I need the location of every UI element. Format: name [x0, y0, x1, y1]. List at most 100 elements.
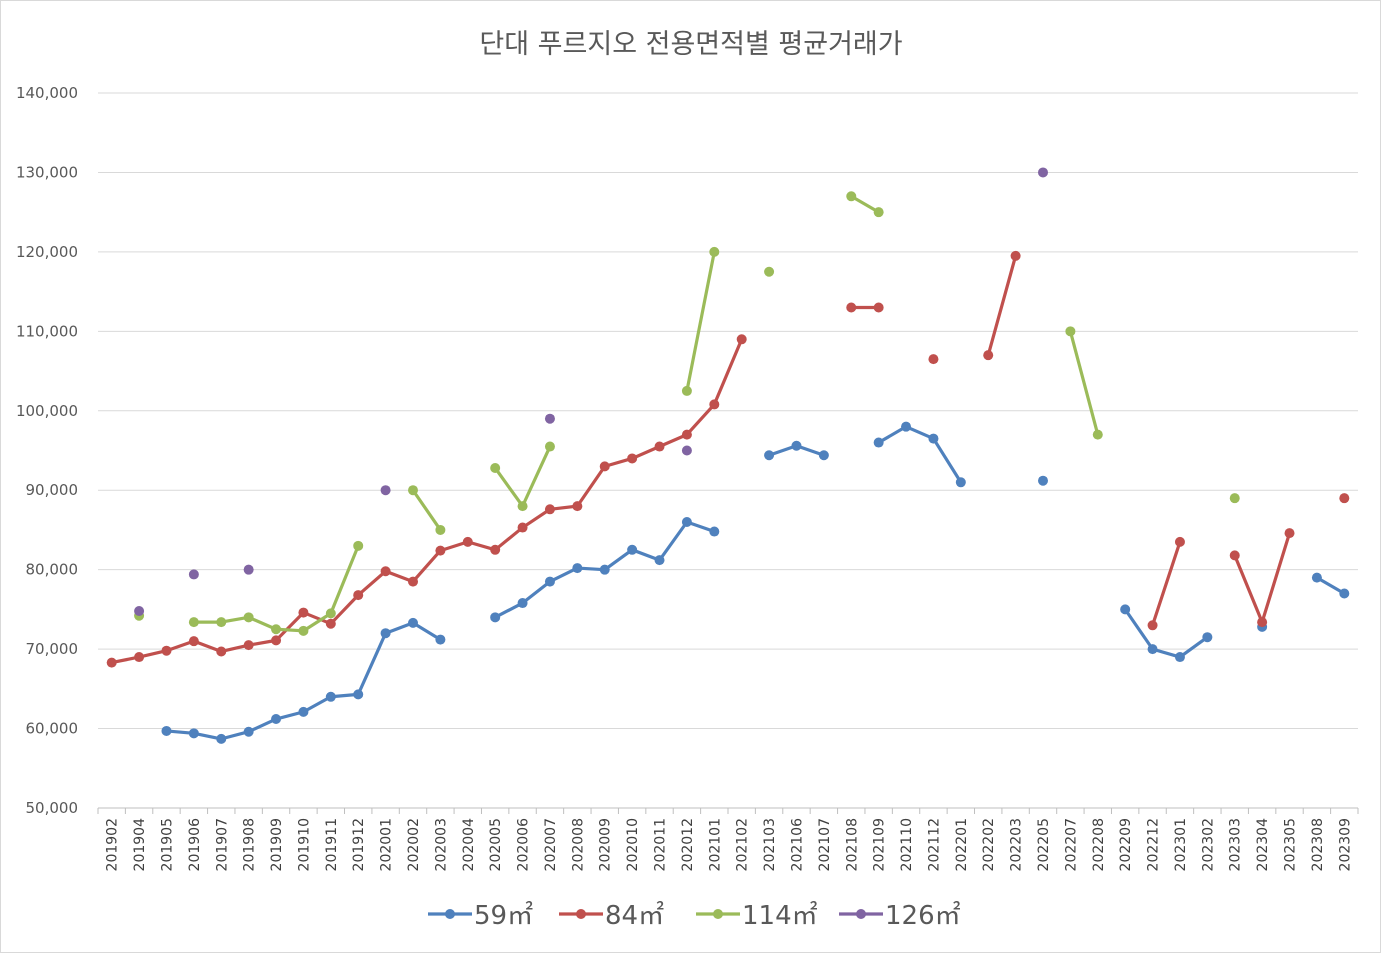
data-point: [736, 334, 747, 345]
data-point: [544, 504, 555, 515]
data-point: [243, 640, 254, 651]
x-axis-ticks: 201902 201904 201905 201906 201907 201908 2019…: [97, 808, 1359, 872]
data-point: [572, 563, 583, 574]
series-line-segment: [849, 194, 881, 214]
y-axis-ticks: 50,000 60,000 70,000 80,000 90,000 100,000 110…: [16, 84, 78, 817]
series-line-segment: [1260, 531, 1292, 624]
data-point: [1174, 652, 1185, 663]
data-point: [709, 399, 720, 410]
series-line-segment: [301, 695, 333, 714]
x-tick-label: 201907: [214, 818, 230, 871]
data-point: [490, 462, 501, 473]
data-point: [298, 706, 309, 717]
data-point: [1339, 493, 1350, 504]
series-2: [106, 250, 1350, 668]
x-tick-label: 202202: [981, 818, 997, 871]
x-tick-label: 202304: [1255, 818, 1271, 872]
series-line-segment: [356, 631, 388, 696]
series-1: [161, 421, 1350, 744]
data-point: [681, 517, 692, 527]
series-line-segment: [1178, 635, 1209, 659]
data-point: [1147, 620, 1158, 631]
y-tick-label: 70,000: [26, 640, 79, 658]
data-point: [681, 445, 692, 456]
x-tick-label: 201906: [187, 818, 203, 872]
x-tick-label: 202207: [1063, 818, 1079, 871]
x-tick-label: 202112: [926, 818, 942, 871]
data-point: [188, 617, 199, 628]
data-point: [983, 350, 994, 361]
legend-marker: [856, 909, 866, 919]
series-line-segment: [493, 525, 525, 552]
x-tick-label: 202001: [379, 818, 395, 871]
data-point: [462, 536, 473, 547]
y-tick-label: 50,000: [26, 799, 79, 817]
y-tick-label: 90,000: [26, 481, 79, 499]
data-point: [188, 636, 199, 647]
data-point: [544, 576, 555, 587]
x-tick-label: 202010: [625, 818, 641, 871]
legend-marker: [713, 909, 723, 919]
data-point: [1257, 617, 1268, 628]
x-tick-label: 202303: [1228, 818, 1244, 871]
x-tick-label: 202110: [899, 818, 915, 871]
legend: 59㎡ 84㎡ 114㎡ 126㎡: [428, 901, 961, 931]
series-line-segment: [520, 444, 552, 508]
data-point: [216, 733, 227, 744]
y-tick-label: 140,000: [16, 84, 78, 102]
data-point: [243, 726, 254, 737]
data-point: [435, 634, 446, 645]
data-point: [408, 576, 418, 587]
data-point: [435, 524, 446, 535]
data-point: [490, 544, 501, 555]
data-point: [599, 461, 610, 472]
data-point: [1229, 550, 1240, 561]
series-line-segment: [329, 593, 360, 626]
x-tick-label: 202002: [406, 818, 422, 871]
data-point: [1065, 326, 1076, 337]
series-line-segment: [1068, 329, 1100, 437]
gridlines: [98, 92, 1358, 809]
x-tick-label: 202009: [598, 818, 614, 871]
data-point: [873, 302, 884, 313]
series-line-segment: [329, 544, 360, 615]
y-tick-label: 110,000: [16, 322, 78, 340]
data-point: [353, 689, 364, 700]
data-point: [709, 526, 720, 537]
data-point: [490, 612, 501, 623]
data-point: [1038, 167, 1048, 178]
data-point: [325, 691, 336, 702]
data-point: [408, 617, 418, 628]
x-tick-label: 202005: [488, 818, 504, 871]
series-line-segment: [685, 402, 716, 437]
series-line-segment: [1315, 576, 1346, 596]
data-point: [517, 522, 528, 533]
series-line-segment: [520, 507, 552, 530]
series-line-segment: [493, 601, 525, 619]
data-point: [901, 421, 912, 432]
data-point: [1120, 604, 1131, 615]
x-tick-label: 202201: [954, 818, 970, 871]
data-point: [325, 618, 336, 629]
data-point: [380, 628, 391, 639]
legend-marker: [576, 909, 586, 919]
x-tick-label: 201912: [351, 818, 367, 871]
data-point: [846, 191, 857, 202]
series-line-segment: [712, 337, 744, 407]
x-tick-label: 202309: [1337, 818, 1353, 871]
x-tick-label: 201905: [159, 818, 175, 871]
x-tick-label: 202101: [707, 818, 723, 871]
x-tick-label: 202012: [680, 818, 696, 871]
data-point: [106, 657, 117, 668]
data-point: [764, 266, 775, 277]
x-tick-label: 202212: [1146, 818, 1162, 871]
x-tick-label: 202107: [817, 818, 833, 871]
data-point: [1202, 632, 1213, 643]
series-line-segment: [657, 520, 689, 562]
x-tick-label: 202301: [1173, 818, 1189, 871]
y-tick-label: 120,000: [16, 243, 78, 261]
x-tick-label: 202106: [789, 818, 805, 872]
data-point: [271, 624, 282, 635]
x-tick-label: 201911: [324, 818, 340, 871]
x-tick-label: 202007: [543, 818, 559, 871]
